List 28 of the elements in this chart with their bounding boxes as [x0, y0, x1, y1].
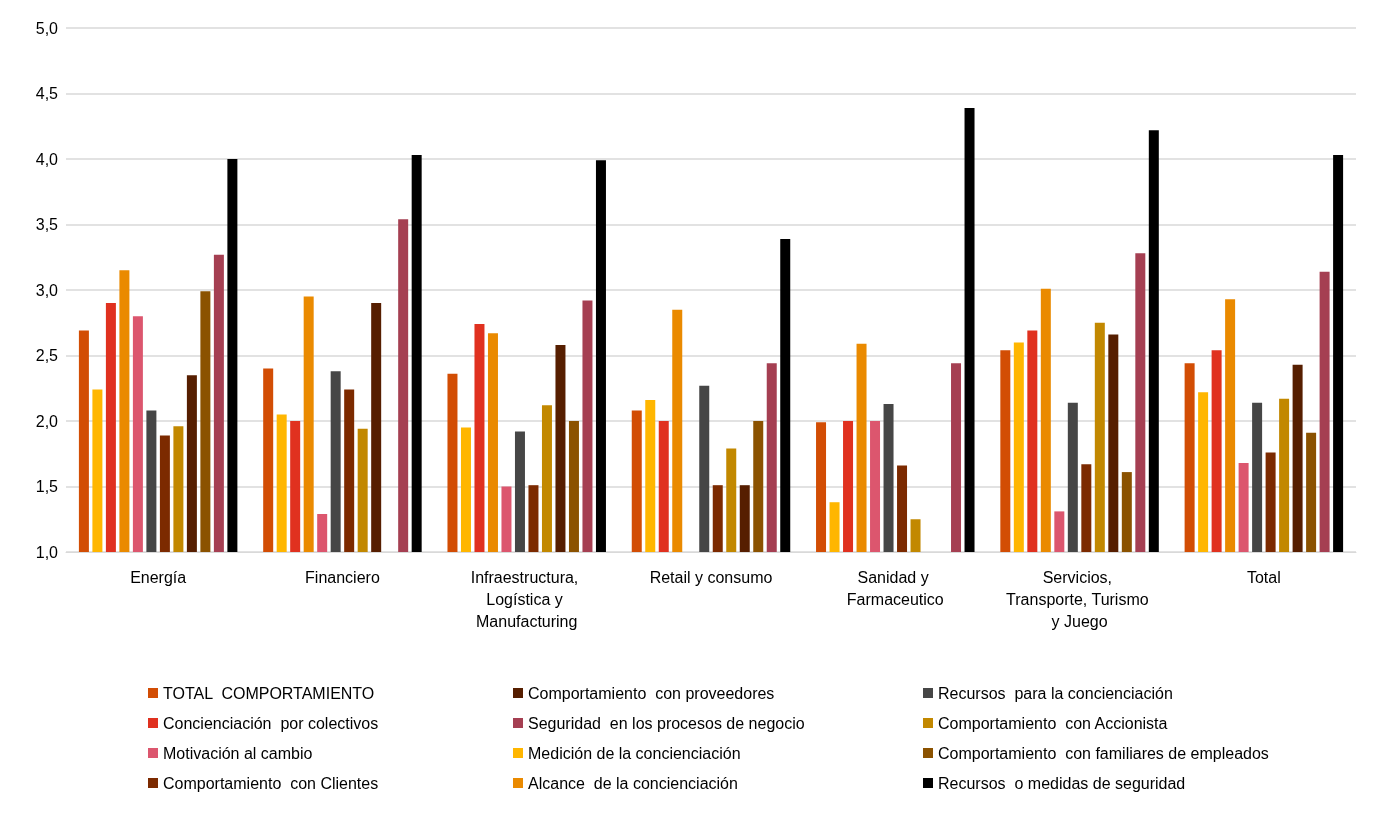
legend-label: Recursos o medidas de seguridad — [938, 774, 1186, 792]
legend-label: Seguridad en los procesos de negocio — [528, 714, 805, 732]
y-tick-label: 1,5 — [35, 478, 59, 495]
x-tick-label: Sanidad y Farmaceutico — [846, 568, 944, 608]
x-tick-label: Total — [1246, 568, 1281, 586]
legend-label: Recursos para la concienciación — [938, 684, 1173, 702]
y-tick-label: 2,5 — [35, 347, 59, 364]
y-tick-label: 5,0 — [35, 19, 59, 37]
legend-label: Motivación al cambio — [163, 744, 313, 762]
y-tick-label: 3,5 — [35, 216, 59, 233]
y-tick-label: 3,0 — [35, 281, 59, 299]
x-tick-label: Energía — [130, 568, 187, 586]
y-tick-label: 4,5 — [35, 85, 59, 102]
legend-label: Comportamiento con Accionista — [938, 714, 1168, 732]
y-tick-label: 1,0 — [35, 543, 59, 561]
x-tick-label: Financiero — [305, 568, 380, 586]
legend-label: Alcance de la concienciación — [528, 774, 738, 792]
y-tick-label: 4,0 — [35, 150, 59, 168]
legend-label: Comportamiento con familiares de empleados — [938, 744, 1269, 762]
x-tick-label: Servicios, Transporte, Turismo y Juego — [1006, 568, 1154, 630]
legend-label: TOTAL COMPORTAMIENTO — [163, 684, 375, 702]
x-tick-label: Infraestructura, Logística y Manufacturing — [470, 568, 583, 630]
legend-label: Comportamiento con Clientes — [163, 774, 379, 792]
x-tick-label: Retail y consumo — [649, 568, 773, 586]
legend-label: Comportamiento con proveedores — [528, 684, 775, 702]
y-tick-label: 2,0 — [35, 412, 59, 430]
legend-label: Medición de la concienciación — [528, 744, 741, 762]
legend-label: Concienciación por colectivos — [163, 714, 379, 732]
